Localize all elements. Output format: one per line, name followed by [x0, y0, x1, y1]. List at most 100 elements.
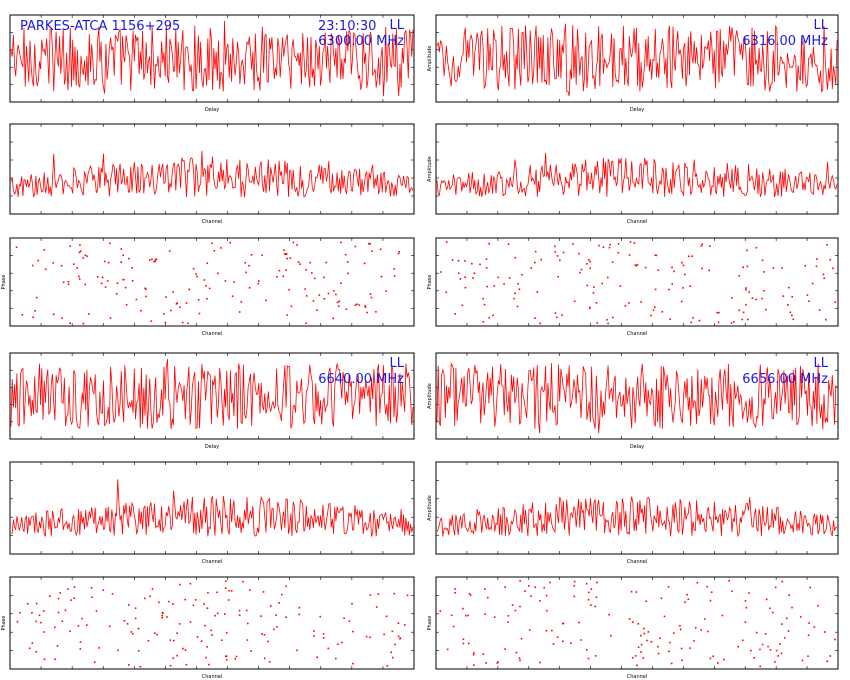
data-point	[504, 586, 506, 588]
data-point	[520, 637, 523, 640]
data-point	[44, 268, 47, 271]
data-point	[126, 623, 129, 625]
data-point	[173, 639, 175, 642]
data-point	[176, 654, 178, 657]
data-point	[185, 302, 188, 304]
data-point	[646, 639, 648, 642]
data-point	[700, 629, 702, 631]
data-point	[769, 649, 772, 651]
data-point	[539, 661, 541, 664]
data-point	[493, 616, 496, 618]
data-point	[323, 298, 326, 300]
data-point	[742, 311, 745, 314]
data-point	[208, 663, 210, 666]
data-point	[775, 649, 778, 652]
data-point	[709, 599, 712, 602]
data-point	[278, 602, 280, 604]
data-point	[43, 658, 46, 661]
data-point	[518, 288, 521, 290]
data-point	[515, 651, 518, 654]
data-point	[511, 604, 514, 606]
data-point	[298, 606, 301, 609]
data-point	[379, 248, 382, 251]
data-point	[78, 251, 81, 254]
data-point	[655, 254, 658, 257]
data-point	[781, 580, 784, 583]
plot-frame	[9, 237, 415, 327]
data-point	[150, 320, 153, 322]
data-point	[73, 586, 76, 588]
data-point	[645, 600, 648, 603]
data-point	[682, 287, 684, 289]
data-point	[562, 622, 565, 625]
data-point	[189, 621, 192, 623]
data-point	[680, 647, 683, 650]
data-point	[123, 278, 125, 281]
data-point	[825, 318, 827, 321]
data-point	[316, 656, 318, 659]
data-point	[791, 295, 793, 298]
data-point	[628, 302, 630, 304]
data-point	[54, 658, 56, 661]
data-point	[738, 309, 741, 312]
data-point	[93, 661, 96, 663]
data-point	[746, 265, 749, 268]
data-point	[380, 275, 383, 278]
data-point	[137, 650, 140, 652]
series-line	[436, 362, 838, 434]
data-point	[765, 308, 767, 311]
data-point	[578, 252, 580, 255]
data-point	[122, 254, 124, 256]
data-point	[238, 609, 241, 612]
data-point	[346, 261, 349, 263]
data-point	[748, 592, 750, 594]
data-point	[467, 642, 470, 645]
data-point	[595, 596, 598, 599]
data-point	[751, 297, 754, 299]
data-point	[135, 298, 138, 301]
data-point	[313, 635, 315, 637]
data-point	[128, 664, 130, 666]
data-point	[681, 261, 683, 264]
data-point	[801, 659, 804, 662]
data-point	[654, 306, 656, 308]
data-point	[710, 591, 713, 593]
data-point	[824, 631, 826, 633]
data-point	[69, 322, 71, 324]
data-point	[154, 258, 157, 261]
data-point	[779, 643, 781, 645]
data-point	[440, 271, 442, 273]
data-point	[288, 288, 290, 291]
data-point	[161, 614, 163, 617]
data-point	[482, 297, 484, 300]
data-point	[276, 626, 278, 628]
data-point	[461, 304, 464, 307]
data-point	[573, 580, 576, 583]
data-point	[669, 641, 671, 644]
data-point	[788, 594, 790, 596]
data-point	[562, 640, 564, 643]
data-point	[172, 291, 174, 293]
data-point	[153, 632, 156, 634]
data-point	[586, 263, 588, 265]
data-point	[132, 632, 134, 635]
data-point	[708, 269, 710, 272]
frequency-label: 6640.00 MHz	[318, 372, 404, 387]
data-point	[192, 604, 195, 607]
data-point	[483, 303, 486, 306]
data-point	[285, 269, 287, 271]
data-point	[161, 611, 164, 614]
data-point	[297, 261, 300, 263]
data-point	[759, 665, 761, 668]
data-point	[561, 314, 563, 316]
data-point	[208, 287, 211, 290]
data-point	[244, 262, 247, 264]
data-point	[514, 256, 517, 259]
data-point	[316, 309, 318, 311]
data-point	[170, 309, 172, 312]
data-point	[709, 245, 711, 247]
data-point	[82, 322, 85, 325]
data-point	[716, 311, 718, 314]
frequency-label: 6656.00 MHz	[742, 372, 828, 387]
data-point	[128, 604, 130, 606]
